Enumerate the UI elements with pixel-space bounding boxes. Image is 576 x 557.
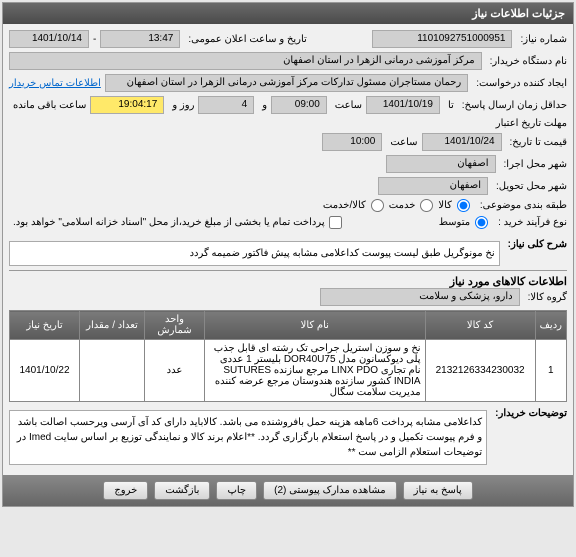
purchase-type-label: نوع فرآیند خرید : bbox=[494, 217, 567, 228]
need-no-label: شماره نیاز: bbox=[516, 34, 567, 45]
back-button[interactable]: بازگشت bbox=[154, 481, 210, 500]
items-table: ردیف کد کالا نام کالا واحد شمارش تعداد /… bbox=[9, 310, 567, 402]
exit-button[interactable]: خروج bbox=[103, 481, 148, 500]
table-header-row: ردیف کد کالا نام کالا واحد شمارش تعداد /… bbox=[10, 311, 567, 340]
day-label: روز و bbox=[168, 100, 194, 111]
requester-value: رحمان مستاجران مسئول تدارکات مرکز آموزشی… bbox=[105, 74, 468, 92]
col-qty: تعداد / مقدار bbox=[80, 311, 145, 340]
purchase-type-radios: متوسط bbox=[439, 216, 490, 229]
budget-type-label: طبقه بندی موضوعی: bbox=[476, 200, 567, 211]
time-left-label: ساعت باقی مانده bbox=[9, 100, 86, 111]
payment-note: پرداخت تمام یا بخشی از مبلغ خرید،از محل … bbox=[9, 217, 325, 228]
goods-radio-label: کالا bbox=[438, 200, 452, 211]
medium-radio[interactable] bbox=[475, 216, 488, 229]
valid-until-label: مهلت تاریخ اعتبار bbox=[492, 118, 567, 129]
buyer-org-label: نام دستگاه خریدار: bbox=[486, 56, 567, 67]
announce-time-value: 13:47 bbox=[100, 30, 180, 48]
days-left-value: 4 bbox=[198, 96, 254, 114]
buyer-org-value: مرکز آموزشی درمانی الزهرا در استان اصفها… bbox=[9, 52, 482, 70]
valid-time-value: 10:00 bbox=[322, 133, 382, 151]
col-date: تاریخ نیاز bbox=[10, 311, 80, 340]
and-label: و bbox=[258, 100, 267, 111]
items-section-title: اطلاعات کالاهای مورد نیاز bbox=[9, 270, 567, 288]
respond-button[interactable]: پاسخ به نیاز bbox=[403, 481, 473, 500]
delivery-city-value: اصفهان bbox=[378, 177, 488, 195]
treasury-checkbox[interactable] bbox=[329, 216, 342, 229]
valid-date-value: 1401/10/24 bbox=[422, 133, 502, 151]
valid-until2-label: قیمت تا تاریخ: bbox=[506, 137, 567, 148]
service-radio[interactable] bbox=[420, 199, 433, 212]
cell-qty bbox=[80, 340, 145, 402]
need-desc-label: شرح کلی نیاز: bbox=[504, 239, 567, 250]
col-row: ردیف bbox=[535, 311, 566, 340]
need-details-panel: جزئیات اطلاعات نیاز شماره نیاز: 11010927… bbox=[2, 2, 574, 507]
goods-service-radio-label: کالا/خدمت bbox=[323, 200, 366, 211]
goods-group-value: دارو، پزشکی و سلامت bbox=[320, 288, 520, 306]
delivery-city-label: شهر محل تحویل: bbox=[492, 181, 567, 192]
service-radio-label: خدمت bbox=[389, 200, 416, 211]
exec-city-value: اصفهان bbox=[386, 155, 496, 173]
deadline-time-value: 09:00 bbox=[271, 96, 327, 114]
budget-type-radios: کالا خدمت کالا/خدمت bbox=[323, 199, 472, 212]
goods-group-label: گروه کالا: bbox=[524, 292, 567, 303]
panel-title: جزئیات اطلاعات نیاز bbox=[3, 3, 573, 24]
contact-link[interactable]: اطلاعات تماس خریدار bbox=[9, 78, 101, 89]
table-row[interactable]: 1 2132126334230032 نخ و سوزن استریل جراح… bbox=[10, 340, 567, 402]
cell-date: 1401/10/22 bbox=[10, 340, 80, 402]
time-left-value: 19:04:17 bbox=[90, 96, 164, 114]
deadline-label: حداقل زمان ارسال پاسخ: bbox=[458, 100, 567, 111]
medium-radio-label: متوسط bbox=[439, 217, 470, 228]
cell-name: نخ و سوزن استریل جراحی تک رشته ای قابل ج… bbox=[205, 340, 426, 402]
exec-city-label: شهر محل اجرا: bbox=[500, 159, 567, 170]
goods-radio[interactable] bbox=[457, 199, 470, 212]
need-no-value: 1101092751000951 bbox=[372, 30, 512, 48]
need-desc-value: نخ مونوگریل طبق لیست پیوست کداعلامی مشاب… bbox=[9, 241, 500, 266]
requester-label: ایجاد کننده درخواست: bbox=[472, 78, 567, 89]
view-attachments-button[interactable]: مشاهده مدارک پیوستی (2) bbox=[263, 481, 397, 500]
goods-service-radio[interactable] bbox=[371, 199, 384, 212]
deadline-date-value: 1401/10/19 bbox=[366, 96, 440, 114]
col-name: نام کالا bbox=[205, 311, 426, 340]
buyer-notes-label: توضیحات خریدار: bbox=[491, 408, 567, 419]
buyer-notes-value: کداعلامی مشابه پرداخت 6ماهه هزینه حمل با… bbox=[9, 410, 487, 465]
col-unit: واحد شمارش bbox=[145, 311, 205, 340]
time-label-1: ساعت bbox=[331, 100, 362, 111]
time-label-2: ساعت bbox=[386, 137, 417, 148]
footer-toolbar: پاسخ به نیاز مشاهده مدارک پیوستی (2) چاپ… bbox=[3, 475, 573, 506]
announce-dt-label: تاریخ و ساعت اعلان عمومی: bbox=[184, 34, 307, 45]
col-code: کد کالا bbox=[425, 311, 535, 340]
cell-code: 2132126334230032 bbox=[425, 340, 535, 402]
panel-body: شماره نیاز: 1101092751000951 تاریخ و ساع… bbox=[3, 24, 573, 475]
print-button[interactable]: چاپ bbox=[216, 481, 257, 500]
cell-unit: عدد bbox=[145, 340, 205, 402]
ta-label: تا bbox=[444, 100, 454, 111]
cell-row: 1 bbox=[535, 340, 566, 402]
announce-date-value: 1401/10/14 bbox=[9, 30, 89, 48]
